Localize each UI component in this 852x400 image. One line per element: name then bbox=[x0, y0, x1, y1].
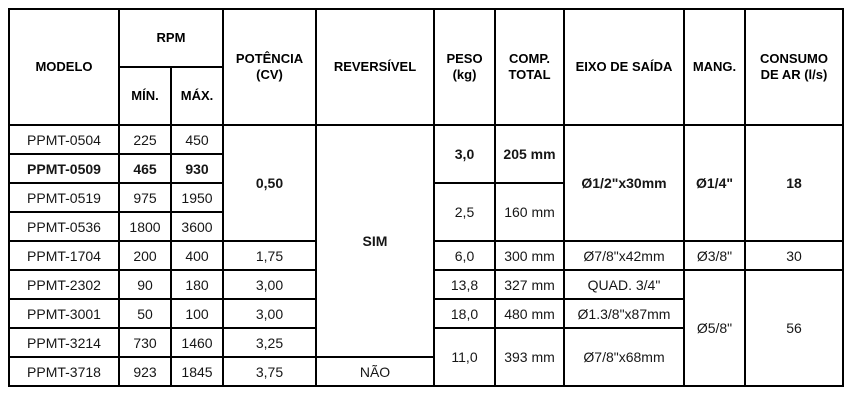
cell-consumo-span: 56 bbox=[744, 269, 844, 387]
table-row: PPMT-2302 90 180 3,00 13,8 327 mm QUAD. … bbox=[8, 269, 844, 387]
table-body: PPMT-0504 225 450 0,50 SIM 3,0 205 mm Ø1… bbox=[8, 124, 844, 387]
cell-potencia: 3,00 bbox=[222, 269, 317, 300]
cell-eixo-span: Ø1/2"x30mm bbox=[563, 124, 685, 242]
col-header-peso: PESO (kg) bbox=[433, 8, 496, 126]
cell-rpm-min: 465 bbox=[118, 153, 172, 184]
cell-rpm-min: 923 bbox=[118, 356, 172, 387]
cell-reversivel-sim: SIM bbox=[315, 124, 435, 358]
cell-rpm-min: 225 bbox=[118, 124, 172, 155]
cell-rpm-min: 50 bbox=[118, 298, 172, 329]
cell-potencia: 3,25 bbox=[222, 327, 317, 358]
table-row: PPMT-3214 730 1460 3,25 11,0 393 mm Ø7/8… bbox=[8, 327, 843, 387]
cell-comp: 327 mm bbox=[494, 269, 565, 300]
table-row: PPMT-0504 225 450 0,50 SIM 3,0 205 mm Ø1… bbox=[8, 124, 844, 358]
cell-comp: 300 mm bbox=[494, 240, 565, 271]
cell-modelo: PPMT-1704 bbox=[8, 240, 120, 271]
table-row-highlighted: PPMT-0509 465 930 bbox=[8, 153, 843, 184]
col-header-rpm-min: MÍN. bbox=[118, 66, 172, 126]
cell-peso: 18,0 bbox=[433, 298, 496, 329]
cell-comp: 480 mm bbox=[494, 298, 565, 329]
col-header-rpm: RPM bbox=[118, 8, 224, 68]
cell-comp-span: 160 mm bbox=[494, 182, 565, 242]
cell-consumo: 30 bbox=[744, 240, 844, 271]
cell-rpm-min: 90 bbox=[118, 269, 172, 300]
table-row: PPMT-3718 923 1845 3,75 NÃO bbox=[8, 356, 843, 387]
cell-modelo: PPMT-0519 bbox=[8, 182, 120, 213]
cell-peso: 6,0 bbox=[433, 240, 496, 271]
cell-rpm-max: 1460 bbox=[170, 327, 224, 358]
cell-rpm-min: 1800 bbox=[118, 211, 172, 242]
cell-peso-span: 11,0 bbox=[433, 327, 496, 387]
col-header-reversivel: REVERSÍVEL bbox=[315, 8, 435, 126]
col-header-mang: MANG. bbox=[683, 8, 746, 126]
cell-comp-span: 205 mm bbox=[494, 124, 565, 184]
cell-mang-span: Ø1/4" bbox=[683, 124, 746, 242]
spec-table: MODELO RPM POTÊNCIA (CV) REVERSÍVEL PESO… bbox=[8, 8, 844, 387]
cell-rpm-max: 100 bbox=[170, 298, 224, 329]
cell-rpm-min: 730 bbox=[118, 327, 172, 358]
cell-eixo-span: Ø7/8"x68mm bbox=[563, 327, 685, 387]
cell-modelo: PPMT-2302 bbox=[8, 269, 120, 300]
cell-peso: 13,8 bbox=[433, 269, 496, 300]
table-row: PPMT-0536 1800 3600 bbox=[8, 211, 843, 242]
col-header-potencia: POTÊNCIA (CV) bbox=[222, 8, 317, 126]
cell-peso-span: 3,0 bbox=[433, 124, 496, 184]
cell-rpm-max: 1950 bbox=[170, 182, 224, 213]
cell-eixo: QUAD. 3/4" bbox=[563, 269, 685, 300]
table-row: PPMT-3001 50 100 3,00 18,0 480 mm Ø1.3/8… bbox=[8, 298, 843, 329]
cell-modelo: PPMT-0509 bbox=[8, 153, 120, 184]
cell-modelo: PPMT-3001 bbox=[8, 298, 120, 329]
table-row: PPMT-1704 200 400 1,75 6,0 300 mm Ø7/8"x… bbox=[8, 240, 844, 271]
cell-rpm-max: 930 bbox=[170, 153, 224, 184]
cell-rpm-max: 450 bbox=[170, 124, 224, 155]
cell-comp-span: 393 mm bbox=[494, 327, 565, 387]
col-header-consumo-ar: CONSUMO DE AR (l/s) bbox=[744, 8, 844, 126]
cell-consumo-span: 18 bbox=[744, 124, 844, 242]
cell-potencia: 1,75 bbox=[222, 240, 317, 271]
col-header-eixo-saida: EIXO DE SAÍDA bbox=[563, 8, 685, 126]
cell-rpm-min: 200 bbox=[118, 240, 172, 271]
cell-potencia-span: 0,50 bbox=[222, 124, 317, 242]
cell-rpm-max: 3600 bbox=[170, 211, 224, 242]
cell-potencia: 3,00 bbox=[222, 298, 317, 329]
cell-eixo: Ø1.3/8"x87mm bbox=[563, 298, 685, 329]
cell-modelo: PPMT-0504 bbox=[8, 124, 120, 155]
cell-mang-span: Ø5/8" bbox=[683, 269, 746, 387]
cell-peso-span: 2,5 bbox=[433, 182, 496, 242]
col-header-comp-total: COMP. TOTAL bbox=[494, 8, 565, 126]
col-header-modelo: MODELO bbox=[8, 8, 120, 126]
cell-modelo: PPMT-3214 bbox=[8, 327, 120, 358]
cell-mang: Ø3/8" bbox=[683, 240, 746, 271]
cell-rpm-max: 1845 bbox=[170, 356, 224, 387]
cell-reversivel-nao: NÃO bbox=[315, 356, 435, 387]
table-row: PPMT-0519 975 1950 2,5 160 mm bbox=[8, 182, 843, 242]
cell-modelo: PPMT-0536 bbox=[8, 211, 120, 242]
cell-rpm-max: 400 bbox=[170, 240, 224, 271]
cell-rpm-max: 180 bbox=[170, 269, 224, 300]
cell-potencia: 3,75 bbox=[222, 356, 317, 387]
cell-eixo: Ø7/8"x42mm bbox=[563, 240, 685, 271]
table-header: MODELO RPM POTÊNCIA (CV) REVERSÍVEL PESO… bbox=[8, 8, 844, 126]
cell-modelo: PPMT-3718 bbox=[8, 356, 120, 387]
cell-rpm-min: 975 bbox=[118, 182, 172, 213]
col-header-rpm-max: MÁX. bbox=[170, 66, 224, 126]
